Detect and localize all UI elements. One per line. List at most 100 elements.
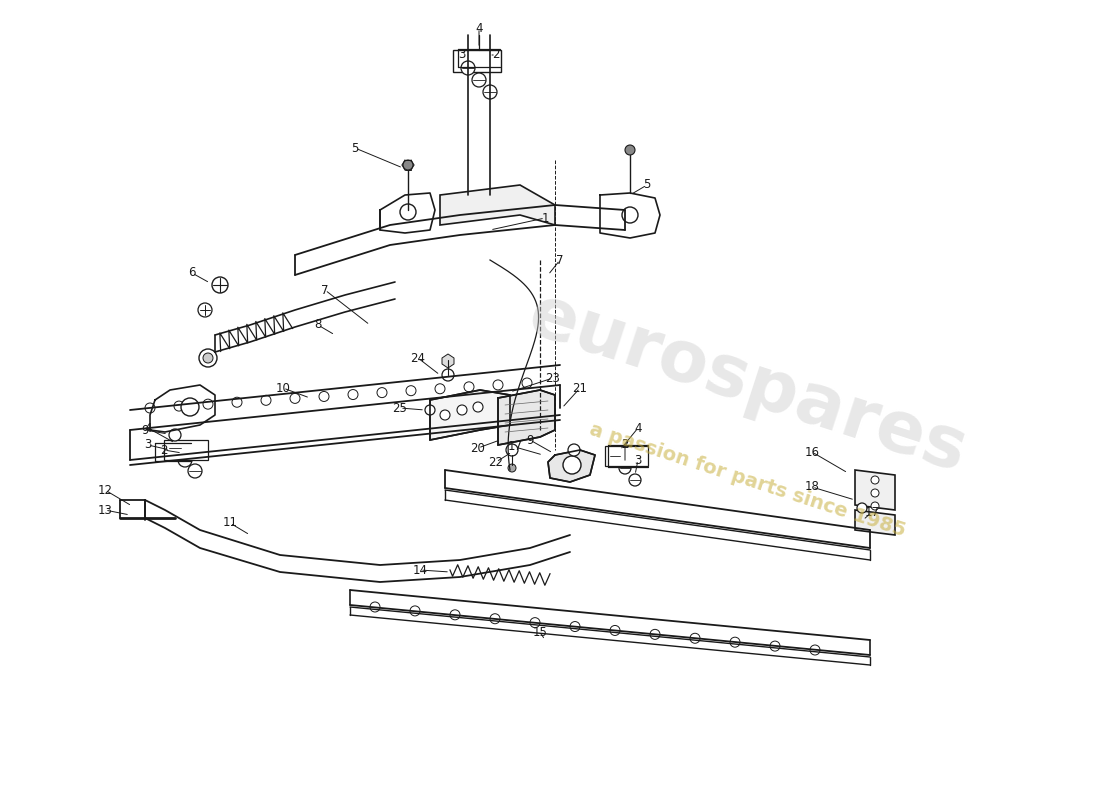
Circle shape [506,444,518,456]
Text: 5: 5 [644,178,651,191]
Circle shape [650,630,660,639]
Circle shape [440,410,450,420]
Circle shape [198,303,212,317]
Polygon shape [855,510,895,535]
Text: 2: 2 [161,443,167,457]
Text: 12: 12 [98,483,112,497]
Polygon shape [430,390,510,440]
Text: 4: 4 [635,422,641,434]
Circle shape [610,626,620,635]
Circle shape [619,462,631,474]
Bar [605,446,648,466]
Circle shape [473,402,483,412]
Circle shape [625,145,635,155]
Circle shape [483,85,497,99]
Circle shape [406,386,416,396]
Circle shape [871,502,879,510]
Circle shape [174,401,184,411]
Text: 3: 3 [459,49,465,62]
Circle shape [464,382,474,392]
Circle shape [570,622,580,631]
Text: 3: 3 [144,438,152,451]
Circle shape [400,204,416,220]
Text: 24: 24 [410,351,426,365]
Circle shape [508,464,516,472]
Text: 5: 5 [351,142,359,154]
Text: 25: 25 [393,402,407,414]
Text: eurospares: eurospares [520,281,976,487]
Text: 11: 11 [222,517,238,530]
Text: 17: 17 [507,441,522,454]
Polygon shape [440,185,556,225]
Circle shape [450,610,460,620]
Circle shape [169,429,182,441]
Text: 20: 20 [471,442,485,454]
Text: 3: 3 [635,454,641,466]
Circle shape [461,61,475,75]
Circle shape [472,73,486,87]
Polygon shape [442,354,454,368]
Circle shape [425,405,435,415]
Circle shape [204,399,213,409]
Circle shape [871,476,879,484]
Circle shape [377,388,387,398]
Text: 7: 7 [321,283,329,297]
Circle shape [629,474,641,486]
Circle shape [857,503,867,513]
Circle shape [490,614,500,624]
Circle shape [403,160,412,170]
Circle shape [204,353,213,363]
Circle shape [442,369,454,381]
Circle shape [563,456,581,474]
Text: 17: 17 [865,506,880,518]
Text: 1: 1 [541,211,549,225]
Text: 2: 2 [493,49,499,62]
Circle shape [410,606,420,616]
Text: 7: 7 [557,254,563,266]
Circle shape [319,391,329,402]
Circle shape [456,405,468,415]
Circle shape [168,441,182,455]
Circle shape [434,384,446,394]
Circle shape [609,450,622,462]
Text: 4: 4 [144,422,152,434]
Text: 4: 4 [475,22,483,34]
Circle shape [621,207,638,223]
Text: 10: 10 [276,382,290,394]
Circle shape [493,380,503,390]
Bar [164,440,208,460]
Text: 15: 15 [532,626,548,638]
Text: 14: 14 [412,563,428,577]
Text: a passion for parts since 1985: a passion for parts since 1985 [587,420,909,540]
Circle shape [261,395,271,406]
Text: 22: 22 [488,455,504,469]
Circle shape [810,645,820,655]
Text: 23: 23 [546,371,560,385]
Circle shape [522,378,532,388]
Bar [453,50,500,72]
Text: 16: 16 [804,446,820,458]
Text: 9: 9 [526,434,534,446]
Text: 8: 8 [315,318,321,331]
Circle shape [730,637,740,647]
Circle shape [770,641,780,651]
Circle shape [530,618,540,628]
Circle shape [145,403,155,413]
Circle shape [232,398,242,407]
Text: 9: 9 [141,423,149,437]
Circle shape [178,453,192,467]
Circle shape [290,394,300,403]
Circle shape [182,398,199,416]
Text: 21: 21 [572,382,587,394]
Text: 18: 18 [804,481,820,494]
Text: 2: 2 [621,438,629,451]
Circle shape [199,349,217,367]
Circle shape [690,634,700,643]
Polygon shape [548,450,595,482]
Circle shape [188,464,202,478]
Circle shape [871,489,879,497]
Polygon shape [855,470,895,510]
Text: 6: 6 [188,266,196,279]
Circle shape [370,602,379,612]
Text: 13: 13 [98,503,112,517]
